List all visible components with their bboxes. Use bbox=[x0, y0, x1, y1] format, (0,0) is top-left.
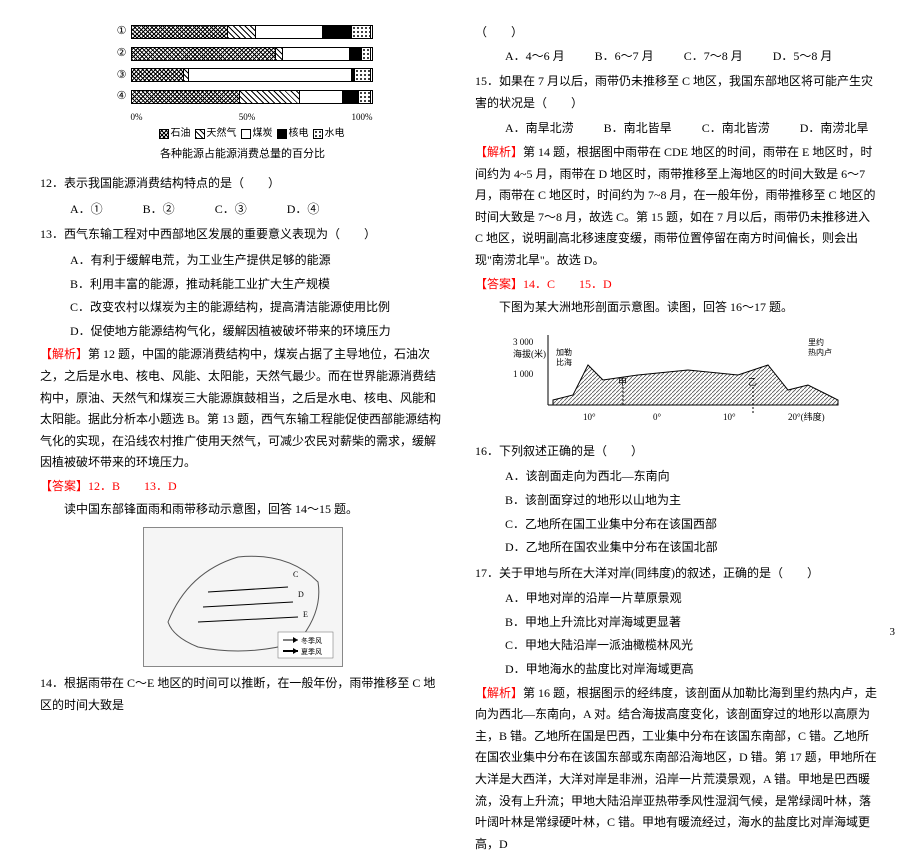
svg-text:C: C bbox=[293, 570, 298, 579]
q17-opt-d: D．甲地海水的盐度比对岸海域更高 bbox=[505, 659, 880, 681]
svg-text:20°(纬度): 20°(纬度) bbox=[788, 411, 825, 422]
chart-legend: 石油天然气煤炭核电水电 bbox=[131, 125, 373, 143]
svg-text:比海: 比海 bbox=[556, 357, 572, 367]
q12-opt-a: A．① bbox=[70, 199, 103, 221]
analysis-label: 【解析】 bbox=[40, 347, 88, 361]
q17-opt-a: A．甲地对岸的沿岸一片草原景观 bbox=[505, 588, 880, 610]
svg-text:乙: 乙 bbox=[748, 377, 757, 387]
q14-paren: （ ） bbox=[475, 22, 880, 44]
answer-14-15: 【答案】14．C 15．D bbox=[475, 274, 880, 296]
q12-opt-c: C．③ bbox=[215, 199, 247, 221]
axis-tick: 0% bbox=[131, 109, 143, 125]
q14-opt-b: B．6～7 月 bbox=[595, 46, 654, 68]
svg-text:甲: 甲 bbox=[618, 377, 627, 387]
q13-opt-d: D．促使地方能源结构气化，缓解因植被破坏带来的环境压力 bbox=[70, 321, 445, 343]
q15-opt-c: C．南北皆涝 bbox=[702, 118, 770, 140]
left-column: ①②③④ 0% 50% 100% 石油天然气煤炭核电水电 各种能源占能源消费总量… bbox=[30, 20, 460, 631]
q17-stem: 17．关于甲地与所在大洋对岸(同纬度)的叙述，正确的是（ ） bbox=[475, 563, 880, 585]
svg-text:E: E bbox=[303, 610, 308, 619]
q16-stem: 16．下列叙述正确的是（ ） bbox=[475, 441, 880, 463]
analysis-14-15: 【解析】第 14 题，根据图中雨带在 CDE 地区的时间，雨带在 E 地区时，时… bbox=[475, 142, 880, 272]
analysis-12-13: 【解析】第 12 题，中国的能源消费结构中，煤炭占据了主导地位，石油次之，之后是… bbox=[40, 344, 445, 474]
svg-text:3 000: 3 000 bbox=[513, 337, 534, 347]
svg-text:海拔(米): 海拔(米) bbox=[513, 348, 546, 359]
china-rainband-map: C D E 冬季风 夏季风 bbox=[143, 527, 343, 667]
analysis-16-17: 【解析】第 16 题，根据图示的经纬度，该剖面从加勒比海到里约热内卢，走向为西北… bbox=[475, 683, 880, 855]
q15-stem: 15．如果在 7 月以后，雨带仍未推移至 C 地区，我国东部地区将可能产生灾害的… bbox=[475, 71, 880, 114]
q14-opt-d: D．5～8 月 bbox=[773, 46, 833, 68]
legend-winter: 冬季风 bbox=[301, 636, 322, 645]
continent-profile-chart: 3 000 海拔(米) 1 000 加勒 比海 里约 热内卢 甲 乙 10° 0… bbox=[508, 325, 848, 435]
analysis-14-body: 第 14 题，根据图中雨带在 CDE 地区的时间，雨带在 E 地区时，时间约为 … bbox=[475, 145, 876, 267]
q13-opt-a: A．有利于缓解电荒，为工业生产提供足够的能源 bbox=[70, 250, 445, 272]
q17-opt-c: C．甲地大陆沿岸一派油橄榄林风光 bbox=[505, 635, 880, 657]
q12-options: A．① B．② C．③ D．④ bbox=[40, 199, 445, 221]
svg-text:10°: 10° bbox=[723, 412, 736, 422]
q14-options: A．4～6 月 B．6～7 月 C．7～8 月 D．5～8 月 bbox=[475, 46, 880, 68]
q16-opt-d: D．乙地所在国农业集中分布在该国北部 bbox=[505, 537, 880, 559]
q14-stem: 14．根据雨带在 C～E 地区的时间可以推断，在一般年份，雨带推移至 C 地区的… bbox=[40, 673, 445, 716]
transition-14: 读中国东部锋面雨和雨带移动示意图，回答 14～15 题。 bbox=[40, 499, 445, 521]
q15-opt-a: A．南旱北涝 bbox=[505, 118, 574, 140]
q13-opt-b: B．利用丰富的能源，推动耗能工业扩大生产规模 bbox=[70, 274, 445, 296]
q17-options: A．甲地对岸的沿岸一片草原景观 B．甲地上升流比对岸海域更显著 C．甲地大陆沿岸… bbox=[475, 588, 880, 680]
svg-text:10°: 10° bbox=[583, 412, 596, 422]
q13-options: A．有利于缓解电荒，为工业生产提供足够的能源 B．利用丰富的能源，推动耗能工业扩… bbox=[40, 250, 445, 342]
q15-options: A．南旱北涝 B．南北皆旱 C．南北皆涝 D．南涝北旱 bbox=[475, 118, 880, 140]
q16-opt-b: B．该剖面穿过的地形以山地为主 bbox=[505, 490, 880, 512]
q12-opt-d: D．④ bbox=[287, 199, 320, 221]
q14-opt-c: C．7～8 月 bbox=[684, 46, 743, 68]
q16-options: A．该剖面走向为西北—东南向 B．该剖面穿过的地形以山地为主 C．乙地所在国工业… bbox=[475, 466, 880, 558]
chart-rows: ①②③④ bbox=[113, 22, 373, 107]
q14-opt-a: A．4～6 月 bbox=[505, 46, 565, 68]
chart-caption: 各种能源占能源消费总量的百分比 bbox=[113, 145, 373, 165]
axis-tick: 100% bbox=[352, 109, 373, 125]
svg-text:热内卢: 热内卢 bbox=[808, 347, 832, 357]
q16-opt-a: A．该剖面走向为西北—东南向 bbox=[505, 466, 880, 488]
svg-text:里约: 里约 bbox=[808, 337, 824, 347]
answer-12-13: 【答案】12．B 13．D bbox=[40, 476, 445, 498]
q15-opt-d: D．南涝北旱 bbox=[800, 118, 869, 140]
q16-opt-c: C．乙地所在国工业集中分布在该国西部 bbox=[505, 514, 880, 536]
svg-text:D: D bbox=[298, 590, 304, 599]
q12-opt-b: B．② bbox=[143, 199, 175, 221]
svg-text:1 000: 1 000 bbox=[513, 369, 534, 379]
q12-stem: 12．表示我国能源消费结构特点的是（ ） bbox=[40, 173, 445, 195]
right-column: （ ） A．4～6 月 B．6～7 月 C．7～8 月 D．5～8 月 15．如… bbox=[460, 20, 890, 631]
energy-bar-chart: ①②③④ 0% 50% 100% 石油天然气煤炭核电水电 各种能源占能源消费总量… bbox=[113, 22, 373, 165]
page-number: 3 bbox=[890, 623, 896, 643]
analysis-12-body: 第 12 题，中国的能源消费结构中，煤炭占据了主导地位，石油次之，之后是水电、核… bbox=[40, 347, 441, 469]
q13-stem: 13．西气东输工程对中西部地区发展的重要意义表现为（ ） bbox=[40, 224, 445, 246]
q13-opt-c: C．改变农村以煤炭为主的能源结构，提高清洁能源使用比例 bbox=[70, 297, 445, 319]
legend-summer: 夏季风 bbox=[301, 647, 322, 656]
svg-text:0°: 0° bbox=[653, 412, 662, 422]
analysis-16-body: 第 16 题，根据图示的经纬度，该剖面从加勒比海到里约热内卢，走向为西北—东南向… bbox=[475, 686, 877, 851]
svg-text:加勒: 加勒 bbox=[556, 347, 572, 357]
transition-16: 下图为某大洲地形剖面示意图。读图，回答 16～17 题。 bbox=[475, 297, 880, 319]
q15-opt-b: B．南北皆旱 bbox=[604, 118, 672, 140]
axis-tick: 50% bbox=[239, 109, 256, 125]
analysis-label-14: 【解析】 bbox=[475, 145, 523, 159]
chart-axis: 0% 50% 100% bbox=[131, 109, 373, 125]
q17-opt-b: B．甲地上升流比对岸海域更显著 bbox=[505, 612, 880, 634]
analysis-label-16: 【解析】 bbox=[475, 686, 523, 700]
